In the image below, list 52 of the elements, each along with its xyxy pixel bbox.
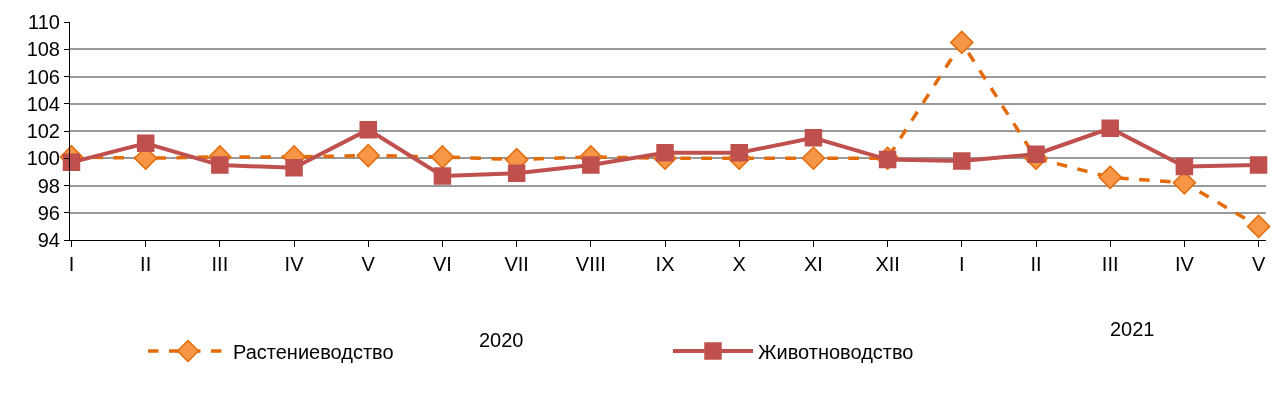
x-tick-label: XI xyxy=(803,253,823,275)
x-tick-label: V xyxy=(361,253,376,275)
y-tick-label: 96 xyxy=(37,201,60,224)
point xyxy=(433,167,452,185)
x-tick-label: I xyxy=(959,253,965,275)
x-tick-label: I xyxy=(68,253,75,275)
point xyxy=(1246,214,1271,239)
x-tick-label: XII xyxy=(875,253,900,275)
point xyxy=(1101,119,1119,138)
y-tick-label: 94 xyxy=(37,229,60,251)
y-tick-label: 104 xyxy=(26,92,60,115)
x-tick-label: X xyxy=(732,253,746,275)
x-tick-label: II xyxy=(140,253,152,275)
x-tick-label: III xyxy=(1101,253,1119,275)
point xyxy=(582,156,600,174)
x-tick-label: IV xyxy=(284,253,305,275)
legend-label: Растениеводство xyxy=(233,340,394,363)
y-tick-label: 98 xyxy=(37,174,60,197)
y-tick-label: 100 xyxy=(26,147,60,170)
point xyxy=(953,152,971,170)
x-tick-label: VII xyxy=(504,253,529,275)
point xyxy=(801,146,826,171)
point xyxy=(430,145,455,169)
y-tick-label: 110 xyxy=(28,11,60,33)
point xyxy=(1175,157,1194,176)
x-tick-label: VIII xyxy=(575,253,606,275)
x-tick-label: IX xyxy=(655,253,675,275)
y-tick-label: 102 xyxy=(26,120,60,142)
point xyxy=(62,153,81,172)
legend-label: Животноводство xyxy=(758,340,914,363)
x-tick-label: V xyxy=(1251,253,1266,275)
x-tick-label: IV xyxy=(1174,253,1195,275)
point xyxy=(285,159,303,177)
point xyxy=(656,144,674,162)
x-tick-label: III xyxy=(211,253,229,275)
x-tick-label: II xyxy=(1030,253,1042,275)
text: 2021 xyxy=(1110,318,1155,340)
point xyxy=(1249,156,1268,174)
point xyxy=(211,156,229,174)
point xyxy=(359,120,378,139)
x-tick-label: VI xyxy=(433,253,452,275)
point xyxy=(1098,165,1122,190)
y-tick-label: 108 xyxy=(26,38,60,61)
point xyxy=(804,129,823,147)
point xyxy=(136,134,155,153)
point xyxy=(730,144,748,162)
point xyxy=(1027,145,1045,163)
point xyxy=(356,143,381,168)
y-tick-label: 106 xyxy=(26,65,60,88)
point xyxy=(950,30,974,55)
text: 2020 xyxy=(479,329,524,351)
point xyxy=(507,164,526,182)
